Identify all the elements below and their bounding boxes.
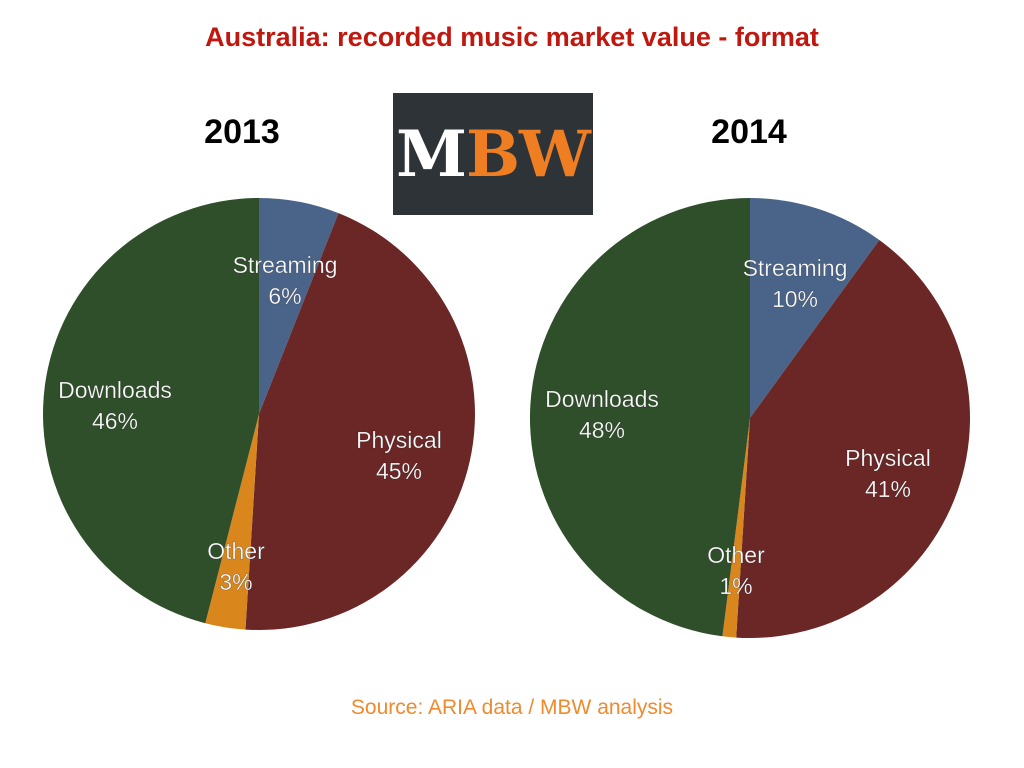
slice-label-streaming-2013: Streaming [233, 252, 338, 278]
slice-label-downloads-2013: Downloads [58, 377, 172, 403]
pie-slice-physical-2014 [736, 240, 970, 639]
slice-label-physical-2013: Physical [356, 427, 442, 453]
pie-slice-downloads-2014 [529, 197, 750, 637]
slice-value-streaming-2013: 6% [268, 283, 301, 309]
slice-label-streaming-2014: Streaming [743, 255, 848, 281]
slice-value-downloads-2013: 46% [92, 408, 138, 434]
slice-label-physical-2014: Physical [845, 445, 931, 471]
logo-letters-bw: BW [465, 116, 591, 192]
slice-value-other-2013: 3% [219, 569, 252, 595]
pie-slice-streaming-2014 [750, 198, 880, 418]
pie-slice-streaming-2013 [259, 198, 339, 414]
pie-slice-physical-2013 [245, 213, 475, 630]
slice-label-other-2013: Other [207, 538, 265, 564]
source-note: Source: ARIA data / MBW analysis [350, 696, 674, 719]
slice-label-other-2014: Other [707, 542, 765, 568]
pie-chart-2014: Streaming 10% Physical 41% Other 1% Downloads 4… [529, 197, 970, 639]
slice-value-other-2014: 1% [719, 573, 752, 599]
chart-title: Australia: recorded music market value -… [205, 22, 819, 52]
slice-label-downloads-2014: Downloads [545, 386, 659, 412]
pie-title-2014: 2014 [711, 113, 787, 151]
mbw-logo: M BW [393, 93, 593, 215]
slice-value-downloads-2014: 48% [579, 417, 625, 443]
slice-value-physical-2014: 41% [865, 476, 911, 502]
pie-chart-2013: Streaming 6% Physical 45% Other 3% Downloads 46… [43, 198, 475, 630]
pie-slice-other-2013 [205, 414, 259, 630]
pie-slice-downloads-2013 [43, 198, 259, 624]
pie-slice-other-2014 [722, 418, 750, 638]
slice-value-streaming-2014: 10% [772, 286, 818, 312]
logo-letter-m: M [396, 116, 467, 192]
slice-value-physical-2013: 45% [376, 458, 422, 484]
pie-title-2013: 2013 [204, 113, 280, 151]
